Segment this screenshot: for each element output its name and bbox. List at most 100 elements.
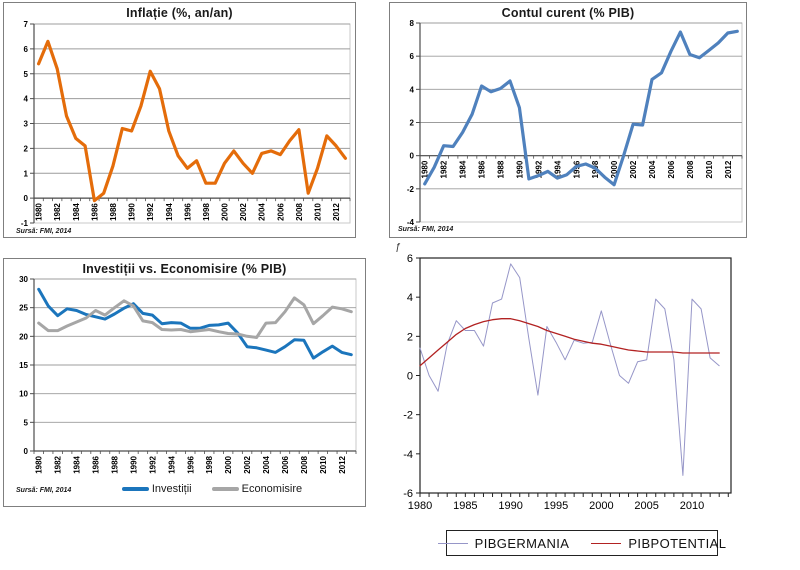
legend-item-investitii: Investiții bbox=[121, 483, 192, 495]
svg-text:2002: 2002 bbox=[629, 160, 638, 178]
svg-text:4: 4 bbox=[407, 292, 413, 304]
svg-text:1988: 1988 bbox=[497, 160, 506, 178]
legend-label-pibgermania: PIBGERMANIA bbox=[474, 535, 570, 551]
legend-label-investitii: Investiții bbox=[151, 483, 192, 495]
svg-text:2006: 2006 bbox=[281, 455, 290, 473]
svg-text:0: 0 bbox=[24, 447, 29, 456]
svg-text:2002: 2002 bbox=[239, 203, 248, 221]
svg-text:1996: 1996 bbox=[186, 455, 195, 473]
source-note-investment-saving: Sursă: FMI, 2014 bbox=[16, 487, 72, 494]
svg-text:5: 5 bbox=[24, 418, 29, 427]
legend-item-economisire: Economisire bbox=[211, 483, 303, 495]
svg-text:6: 6 bbox=[24, 45, 29, 54]
svg-text:1994: 1994 bbox=[167, 455, 176, 473]
svg-text:2012: 2012 bbox=[724, 160, 733, 178]
svg-text:4: 4 bbox=[24, 95, 29, 104]
svg-text:1985: 1985 bbox=[453, 500, 477, 512]
svg-text:4: 4 bbox=[410, 85, 415, 94]
svg-text:2004: 2004 bbox=[258, 203, 267, 221]
svg-text:1984: 1984 bbox=[459, 160, 468, 178]
svg-text:1998: 1998 bbox=[202, 203, 211, 221]
svg-text:25: 25 bbox=[19, 304, 28, 313]
svg-text:-4: -4 bbox=[403, 449, 413, 461]
svg-text:1986: 1986 bbox=[90, 203, 99, 221]
panel-investment-saving: 0 5 10 15 20 25 30 1980 1982 1984 1986 1988 1990 1992… bbox=[3, 258, 366, 507]
legend-item-pibgermania: PIBGERMANIA bbox=[437, 535, 570, 551]
inflation-line-chart: -1 0 1 2 3 4 5 6 7 1980 1982 1984 1986 1988 1990 1992 19… bbox=[21, 20, 351, 228]
svg-text:1990: 1990 bbox=[498, 500, 522, 512]
svg-text:1980: 1980 bbox=[35, 203, 44, 221]
svg-text:2: 2 bbox=[407, 331, 413, 343]
svg-text:7: 7 bbox=[24, 20, 29, 29]
svg-text:1994: 1994 bbox=[165, 203, 174, 221]
svg-text:-2: -2 bbox=[407, 185, 415, 194]
svg-text:2000: 2000 bbox=[610, 160, 619, 178]
legend-label-pibpotential: PIBPOTENTIAL bbox=[628, 535, 727, 551]
svg-text:3: 3 bbox=[24, 120, 29, 129]
svg-text:1980: 1980 bbox=[408, 500, 432, 512]
source-note-current-account: Sursă: FMI, 2014 bbox=[398, 226, 454, 233]
chart-title-inflation: Inflație (%, an/an) bbox=[126, 6, 233, 20]
svg-text:1982: 1982 bbox=[440, 160, 449, 178]
svg-text:0: 0 bbox=[407, 371, 413, 383]
svg-text:1982: 1982 bbox=[54, 455, 63, 473]
svg-text:1992: 1992 bbox=[534, 160, 543, 178]
svg-text:-4: -4 bbox=[407, 218, 415, 227]
svg-text:1988: 1988 bbox=[109, 203, 118, 221]
gdp-legend: PIBGERMANIA PIBPOTENTIAL bbox=[437, 530, 726, 556]
panel-inflation: -1 0 1 2 3 4 5 6 7 1980 1982 1984 1986 1988 1990 1992 19… bbox=[3, 2, 356, 238]
svg-text:5: 5 bbox=[24, 70, 29, 79]
svg-text:2: 2 bbox=[24, 144, 29, 153]
svg-text:8: 8 bbox=[410, 19, 415, 28]
legend-item-pibpotential: PIBPOTENTIAL bbox=[591, 536, 726, 551]
svg-text:6: 6 bbox=[410, 52, 415, 61]
pibpotential-line-swatch bbox=[591, 542, 622, 544]
svg-text:2006: 2006 bbox=[276, 203, 285, 221]
svg-text:10: 10 bbox=[19, 390, 28, 399]
svg-text:2012: 2012 bbox=[338, 455, 347, 473]
current-account-line-chart: -4 -2 0 2 4 6 8 1980 1982 1984 1986 1988 1990 1992 199… bbox=[407, 19, 743, 227]
chart-title-current-account: Contul curent (% PIB) bbox=[501, 6, 635, 20]
svg-text:1992: 1992 bbox=[148, 455, 157, 473]
investment-saving-legend: Investiții Economisire bbox=[59, 483, 365, 495]
svg-text:2008: 2008 bbox=[300, 455, 309, 473]
svg-text:2: 2 bbox=[410, 119, 415, 128]
svg-text:1986: 1986 bbox=[92, 455, 101, 473]
svg-text:2010: 2010 bbox=[705, 160, 714, 178]
svg-text:1988: 1988 bbox=[111, 455, 120, 473]
svg-text:2004: 2004 bbox=[262, 455, 271, 473]
svg-text:0: 0 bbox=[24, 194, 29, 203]
svg-text:2012: 2012 bbox=[332, 203, 341, 221]
svg-text:30: 30 bbox=[19, 275, 28, 284]
svg-text:2000: 2000 bbox=[224, 455, 233, 473]
legend-label-economisire: Economisire bbox=[241, 483, 303, 495]
svg-text:-1: -1 bbox=[21, 219, 29, 228]
svg-text:-6: -6 bbox=[403, 488, 413, 500]
svg-text:2000: 2000 bbox=[221, 203, 230, 221]
svg-text:1994: 1994 bbox=[553, 160, 562, 178]
stray-glyph: ƒ bbox=[395, 242, 401, 253]
panel-gdp-vs-potential: ƒ -6 -4 -2 0 2 4 6 1980 1985 1990 1995 2000 2005 2010… bbox=[390, 242, 772, 566]
svg-text:1990: 1990 bbox=[129, 455, 138, 473]
chart-title-investment-saving: Investiții vs. Economisire (% PIB) bbox=[82, 262, 287, 276]
panel-current-account: -4 -2 0 2 4 6 8 1980 1982 1984 1986 1988 1990 1992 199… bbox=[389, 2, 747, 238]
economisire-line-swatch bbox=[211, 486, 239, 492]
svg-text:1980: 1980 bbox=[35, 455, 44, 473]
svg-text:-2: -2 bbox=[403, 410, 413, 422]
investitii-line-swatch bbox=[121, 486, 149, 492]
svg-text:2002: 2002 bbox=[243, 455, 252, 473]
svg-text:2004: 2004 bbox=[648, 160, 657, 178]
svg-text:1990: 1990 bbox=[515, 160, 524, 178]
svg-text:1990: 1990 bbox=[128, 203, 137, 221]
svg-text:1998: 1998 bbox=[205, 455, 214, 473]
svg-text:2008: 2008 bbox=[686, 160, 695, 178]
svg-text:1980: 1980 bbox=[421, 160, 430, 178]
svg-text:1984: 1984 bbox=[72, 203, 81, 221]
svg-text:1992: 1992 bbox=[146, 203, 155, 221]
svg-text:2006: 2006 bbox=[667, 160, 676, 178]
svg-text:1: 1 bbox=[24, 169, 29, 178]
svg-text:2010: 2010 bbox=[680, 500, 704, 512]
svg-text:1996: 1996 bbox=[183, 203, 192, 221]
svg-text:1995: 1995 bbox=[544, 500, 568, 512]
